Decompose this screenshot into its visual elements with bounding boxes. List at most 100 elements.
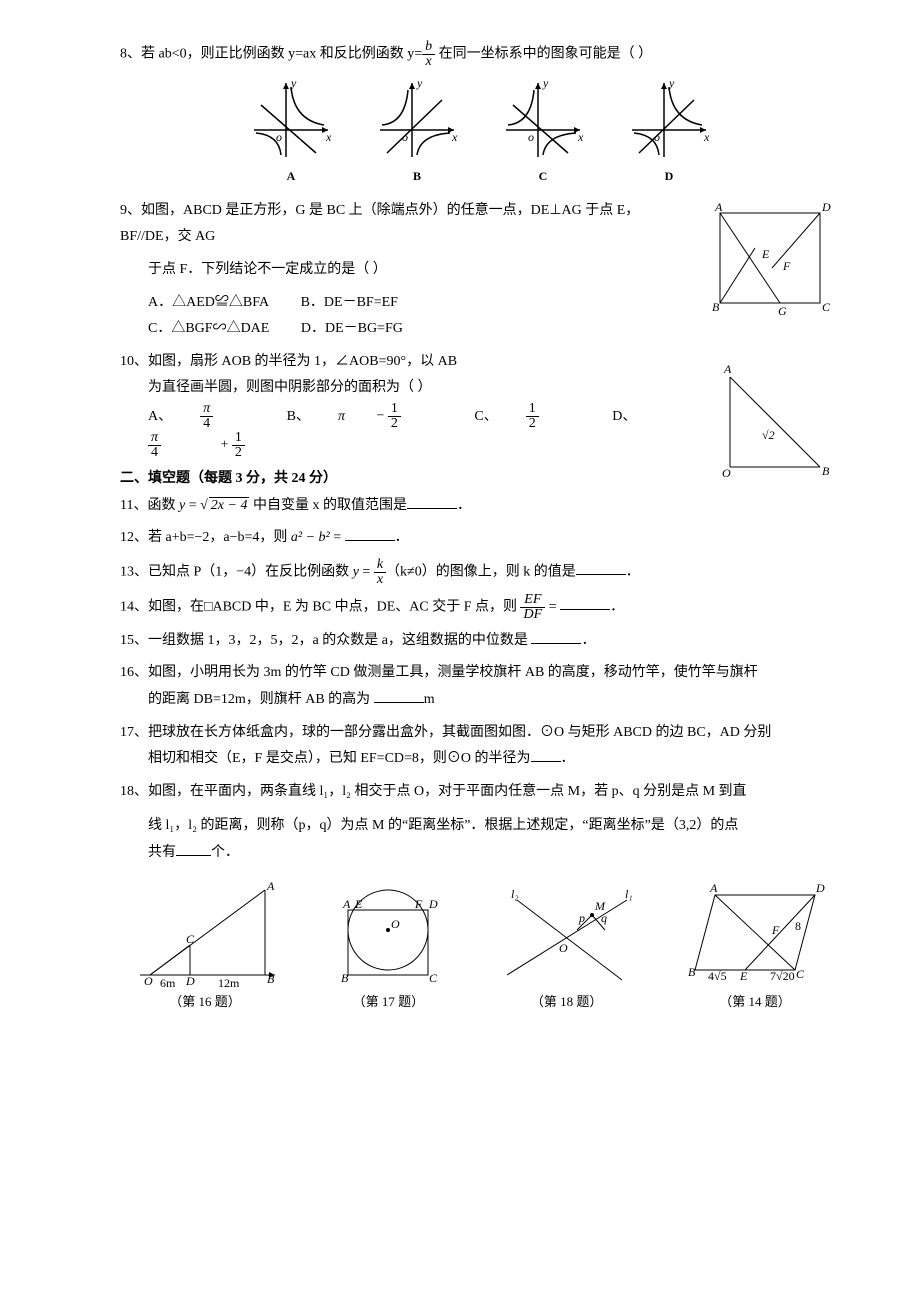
q12-text: 12、若 a+b=−2，a−b=4，则 [120, 530, 291, 545]
question-11: 11、函数 y = √2x − 4 中自变量 x 的取值范围是． [120, 493, 840, 520]
question-13: 13、已知点 P（1，−4）在反比例函数 y = kx（k≠0）的图像上，则 k… [120, 558, 840, 587]
question-8: 8、若 ab<0，则正比例函数 y=ax 和反比例函数 y=bx 在同一坐标系中… [120, 40, 840, 69]
q18-blank [176, 841, 211, 856]
q8-frac-d: x [422, 55, 435, 69]
q12-blank [345, 526, 395, 541]
svg-text:12m: 12m [218, 976, 240, 990]
svg-text:D: D [428, 897, 438, 911]
q16-blank [374, 688, 424, 703]
q8-label-D: D [624, 165, 714, 188]
svg-text:x: x [325, 130, 332, 144]
question-10: 10、如图，扇形 AOB 的半径为 1，∠AOB=90°，以 AB 为直径画半圆… [120, 349, 840, 460]
question-17: 17、把球放在长方体纸盒内，球的一部分露出盒外，其截面图如图．⊙O 与矩形 AB… [120, 720, 840, 773]
q17-line1: 17、把球放在长方体纸盒内，球的一部分露出盒外，其截面图如图．⊙O 与矩形 AB… [120, 720, 840, 747]
q9-optC: C．△BGF∽△DAE [148, 321, 269, 336]
svg-text:l₂: l₂ [511, 887, 519, 901]
svg-text:x: x [703, 130, 710, 144]
svg-text:F: F [414, 897, 423, 911]
svg-text:p: p [578, 911, 585, 925]
q18-line1: 18、如图，在平面内，两条直线 l₁，l₂ 相交于点 O，对于平面内任意一点 M… [120, 779, 840, 806]
svg-text:C: C [429, 971, 438, 985]
q8-frac-n: b [422, 40, 435, 55]
svg-text:l₁: l₁ [625, 887, 633, 901]
q14-pre: 14、如图，在□ABCD 中，E 为 BC 中点，DE、AC 交于 F 点，则 [120, 599, 520, 614]
q10-A-pre: A、 [148, 409, 172, 424]
svg-text:O: O [559, 941, 568, 955]
figcap-18: （第 18 题） [497, 990, 637, 1015]
q8-fig-B: o x y B [372, 75, 462, 188]
svg-text:4√5: 4√5 [708, 969, 727, 983]
svg-text:C: C [796, 967, 805, 981]
q9-optA: A．△AED≌△BFA [148, 295, 269, 310]
question-16: 16、如图，小明用长为 3m 的竹竿 CD 做测量工具，测量学校旗杆 AB 的高… [120, 660, 840, 713]
bottom-figures: A B C D O 6m 12m （第 16 题） A D B C E F O … [120, 880, 840, 1015]
svg-text:D: D [185, 974, 195, 988]
q9-optB: B．DE－BF=EF [301, 295, 398, 310]
svg-text:C: C [186, 932, 195, 946]
q13-pre: 13、已知点 P（1，−4）在反比例函数 [120, 564, 353, 579]
q8-text: 8、若 ab<0，则正比例函数 y=ax 和反比例函数 y= [120, 47, 422, 62]
question-14: 14、如图，在□ABCD 中，E 为 BC 中点，DE、AC 交于 F 点，则 … [120, 593, 840, 622]
svg-text:7√20: 7√20 [770, 969, 795, 983]
q9-line1: 9、如图，ABCD 是正方形，G 是 BC 上（除端点外）的任意一点，DE⊥AG… [120, 198, 840, 251]
q16-unit: m [424, 692, 435, 707]
q10-B-pre: B、 [287, 409, 310, 424]
svg-text:E: E [739, 969, 748, 983]
svg-text:y: y [542, 76, 549, 90]
q15-text: 15、一组数据 1，3，2，5，2，a 的众数是 a，这组数据的中位数是 [120, 633, 531, 648]
svg-text:O: O [391, 917, 400, 931]
q8-fig-D: o x y D [624, 75, 714, 188]
svg-text:A: A [266, 880, 275, 893]
q13-blank [576, 560, 626, 575]
q10-options: A、π4 B、π − 12 C、12 D、π4 + 12 [120, 402, 840, 460]
svg-text:F: F [771, 923, 780, 937]
svg-text:A: A [342, 897, 351, 911]
figcap-16: （第 16 题） [130, 990, 280, 1015]
svg-text:E: E [354, 897, 363, 911]
svg-text:B: B [688, 965, 696, 979]
svg-text:x: x [577, 130, 584, 144]
svg-text:8: 8 [795, 919, 801, 933]
figure-17: A D B C E F O （第 17 题） [323, 880, 453, 1015]
q8-fig-A: o x y A [246, 75, 336, 188]
svg-text:q: q [601, 911, 607, 925]
question-9: 9、如图，ABCD 是正方形，G 是 BC 上（除端点外）的任意一点，DE⊥AG… [120, 198, 840, 343]
q13-mid: （k≠0）的图像上，则 k 的值是 [386, 564, 576, 579]
q10-line2: 为直径画半圆，则图中阴影部分的面积为（ ） [120, 375, 840, 402]
q18-line3post: 个． [211, 845, 239, 860]
q8-text2: 在同一坐标系中的图象可能是（ ） [435, 47, 652, 62]
q9-optD: D．DE－BG=FG [301, 321, 403, 336]
figcap-17: （第 17 题） [323, 990, 453, 1015]
q8-label-A: A [246, 165, 336, 188]
question-12: 12、若 a+b=−2，a−b=4，则 a² − b² = ． [120, 525, 840, 552]
svg-text:6m: 6m [160, 976, 176, 990]
q11-post: 中自变量 x 的取值范围是 [249, 498, 407, 513]
q8-fig-C: o x y C [498, 75, 588, 188]
svg-text:B: B [341, 971, 349, 985]
svg-text:O: O [722, 466, 731, 480]
svg-text:A: A [709, 881, 718, 895]
svg-text:B: B [822, 464, 830, 478]
q17-blank [531, 747, 561, 762]
q17-line2: 相切和相交（E，F 是交点），已知 EF=CD=8，则⊙O 的半径为 [148, 751, 531, 766]
q8-label-B: B [372, 165, 462, 188]
question-18: 18、如图，在平面内，两条直线 l₁，l₂ 相交于点 O，对于平面内任意一点 M… [120, 779, 840, 867]
q11-blank [407, 494, 457, 509]
question-15: 15、一组数据 1，3，2，5，2，a 的众数是 a，这组数据的中位数是 ． [120, 628, 840, 655]
q16-line1: 16、如图，小明用长为 3m 的竹竿 CD 做测量工具，测量学校旗杆 AB 的高… [120, 660, 840, 687]
svg-text:o: o [528, 130, 534, 144]
q16-line2: 的距离 DB=12m，则旗杆 AB 的高为 [148, 692, 374, 707]
q9-line2: 于点 F．下列结论不一定成立的是（ ） [120, 257, 840, 284]
q14-blank [560, 595, 610, 610]
svg-text:x: x [451, 130, 458, 144]
figure-14: A D B C E F 8 7√20 4√5 （第 14 题） [680, 880, 830, 1015]
q8-label-C: C [498, 165, 588, 188]
q10-D-pre: D、 [612, 409, 636, 424]
svg-text:D: D [815, 881, 825, 895]
q8-figures: o x y A o x y B o x y [120, 75, 840, 188]
q10-C-pre: C、 [474, 409, 497, 424]
q18-line3pre: 共有 [148, 845, 176, 860]
figcap-14: （第 14 题） [680, 990, 830, 1015]
q15-blank [531, 629, 581, 644]
q10-line1: 10、如图，扇形 AOB 的半径为 1，∠AOB=90°，以 AB [120, 349, 840, 376]
